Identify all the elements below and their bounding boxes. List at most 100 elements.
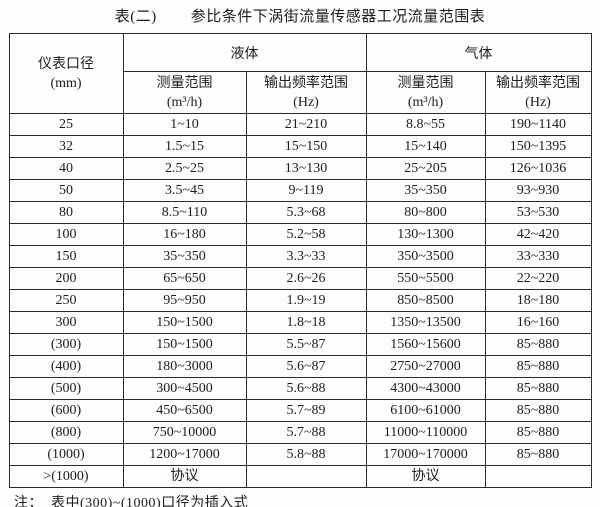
cell-gas-range: 17000~170000	[365, 443, 486, 466]
cell-liquid-range: 3.5~45	[122, 179, 247, 202]
cell-liquid-freq: 5.6~87	[245, 355, 367, 378]
table-row: 80 8.5~110 5.3~68 80~800 53~530	[8, 201, 592, 224]
cell-liquid-range: 8.5~110	[122, 201, 247, 224]
cell-liquid-freq: 1.8~18	[245, 311, 367, 334]
table-row: 40 2.5~25 13~130 25~205 126~1036	[8, 157, 592, 180]
cell-gas-freq: 85~880	[484, 443, 592, 466]
header-liquid-freq-range: 输出频率范围 (Hz)	[245, 71, 367, 114]
table-row: (300) 150~1500 5.5~87 1560~15600 85~880	[8, 333, 592, 356]
table-header: 仪表口径 (mm) 液体 气体 测量范围 (m³/h) 输出频率范围 (Hz) …	[8, 33, 592, 114]
cell-gas-freq: 85~880	[484, 333, 592, 356]
table-row: (500) 300~4500 5.6~88 4300~43000 85~880	[8, 377, 592, 400]
cell-gas-freq: 85~880	[484, 355, 592, 378]
cell-liquid-freq: 9~119	[245, 179, 367, 202]
cell-diameter: (400)	[8, 355, 124, 378]
table-row: 50 3.5~45 9~119 35~350 93~930	[8, 179, 592, 202]
cell-gas-freq: 22~220	[484, 267, 592, 290]
cell-liquid-freq: 13~130	[245, 157, 367, 180]
table-title-text: 参比条件下涡街流量传感器工况流量范围表	[190, 9, 486, 25]
cell-gas-range: 11000~110000	[365, 421, 486, 444]
cell-gas-freq: 150~1395	[484, 135, 592, 158]
footnote-text: 表中(300)~(1000)口径为插入式	[51, 496, 249, 507]
cell-liquid-range: 2.5~25	[122, 157, 247, 180]
cell-diameter: (300)	[8, 333, 124, 356]
cell-liquid-range: 16~180	[122, 223, 247, 246]
cell-gas-range: 1350~13500	[365, 311, 486, 334]
cell-gas-freq: 93~930	[484, 179, 592, 202]
table-row: 200 65~650 2.6~26 550~5500 22~220	[8, 267, 592, 290]
cell-liquid-range: 150~1500	[122, 333, 247, 356]
header-freq-unit: (Hz)	[293, 94, 319, 110]
cell-gas-freq: 53~530	[484, 201, 592, 224]
header-freq-label: 输出频率范围	[264, 75, 348, 91]
cell-liquid-range: 450~6500	[122, 399, 247, 422]
cell-liquid-range: 协议	[122, 465, 247, 488]
table-number-label: 表(二)	[114, 9, 157, 25]
cell-liquid-freq: 5.7~89	[245, 399, 367, 422]
cell-liquid-range: 300~4500	[122, 377, 247, 400]
page-title: 表(二) 参比条件下涡街流量传感器工况流量范围表	[0, 7, 600, 27]
cell-liquid-freq	[245, 465, 367, 488]
cell-liquid-freq: 5.2~58	[245, 223, 367, 246]
cell-liquid-range: 1.5~15	[122, 135, 247, 158]
cell-diameter: 80	[8, 201, 124, 224]
footnote: 注： 表中(300)~(1000)口径为插入式	[0, 492, 600, 507]
cell-liquid-freq: 5.5~87	[245, 333, 367, 356]
cell-liquid-range: 35~350	[122, 245, 247, 268]
header-gas-freq-range: 输出频率范围 (Hz)	[484, 71, 592, 114]
cell-diameter: 200	[8, 267, 124, 290]
cell-liquid-freq: 15~150	[245, 135, 367, 158]
cell-liquid-range: 180~3000	[122, 355, 247, 378]
header-diameter-unit: (mm)	[50, 75, 82, 91]
table-row: 100 16~180 5.2~58 130~1300 42~420	[8, 223, 592, 246]
cell-gas-range: 2750~27000	[365, 355, 486, 378]
cell-gas-range: 80~800	[365, 201, 486, 224]
cell-liquid-range: 750~10000	[122, 421, 247, 444]
cell-gas-range: 550~5500	[365, 267, 486, 290]
cell-gas-freq: 85~880	[484, 421, 592, 444]
header-gas-measure-range: 测量范围 (m³/h)	[365, 71, 486, 114]
cell-diameter: 25	[8, 113, 124, 136]
cell-diameter: (800)	[8, 421, 124, 444]
cell-liquid-freq: 1.9~19	[245, 289, 367, 312]
cell-liquid-range: 1~10	[122, 113, 247, 136]
table-row: 25 1~10 21~210 8.8~55 190~1140	[8, 113, 592, 136]
cell-diameter: 40	[8, 157, 124, 180]
table-row: 250 95~950 1.9~19 850~8500 18~180	[8, 289, 592, 312]
cell-gas-range: 350~3500	[365, 245, 486, 268]
cell-gas-range: 8.8~55	[365, 113, 486, 136]
header-gas: 气体	[365, 33, 592, 72]
cell-gas-range: 35~350	[365, 179, 486, 202]
header-diameter: 仪表口径 (mm)	[8, 33, 124, 114]
cell-gas-range: 130~1300	[365, 223, 486, 246]
cell-diameter: 250	[8, 289, 124, 312]
cell-liquid-freq: 5.6~88	[245, 377, 367, 400]
cell-gas-freq: 190~1140	[484, 113, 592, 136]
table-row: (600) 450~6500 5.7~89 6100~61000 85~880	[8, 399, 592, 422]
header-freq-label: 输出频率范围	[496, 75, 580, 91]
cell-gas-freq: 85~880	[484, 377, 592, 400]
cell-diameter: 300	[8, 311, 124, 334]
cell-liquid-range: 1200~17000	[122, 443, 247, 466]
cell-diameter: 50	[8, 179, 124, 202]
header-measure-label: 测量范围	[156, 75, 213, 91]
cell-gas-freq: 126~1036	[484, 157, 592, 180]
cell-liquid-range: 65~650	[122, 267, 247, 290]
footnote-prefix: 注：	[14, 496, 43, 507]
flow-range-table: 仪表口径 (mm) 液体 气体 测量范围 (m³/h) 输出频率范围 (Hz) …	[8, 33, 592, 488]
table-row: 150 35~350 3.3~33 350~3500 33~330	[8, 245, 592, 268]
cell-liquid-range: 150~1500	[122, 311, 247, 334]
cell-liquid-freq: 5.7~88	[245, 421, 367, 444]
cell-liquid-range: 95~950	[122, 289, 247, 312]
cell-gas-range: 25~205	[365, 157, 486, 180]
cell-gas-freq: 85~880	[484, 399, 592, 422]
cell-diameter: 150	[8, 245, 124, 268]
cell-gas-range: 15~140	[365, 135, 486, 158]
table-body: 25 1~10 21~210 8.8~55 190~1140 32 1.5~15…	[8, 113, 592, 488]
cell-liquid-freq: 21~210	[245, 113, 367, 136]
table-row: (1000) 1200~17000 5.8~88 17000~170000 85…	[8, 443, 592, 466]
cell-gas-range: 6100~61000	[365, 399, 486, 422]
header-diameter-label: 仪表口径	[38, 56, 94, 72]
cell-diameter: (500)	[8, 377, 124, 400]
